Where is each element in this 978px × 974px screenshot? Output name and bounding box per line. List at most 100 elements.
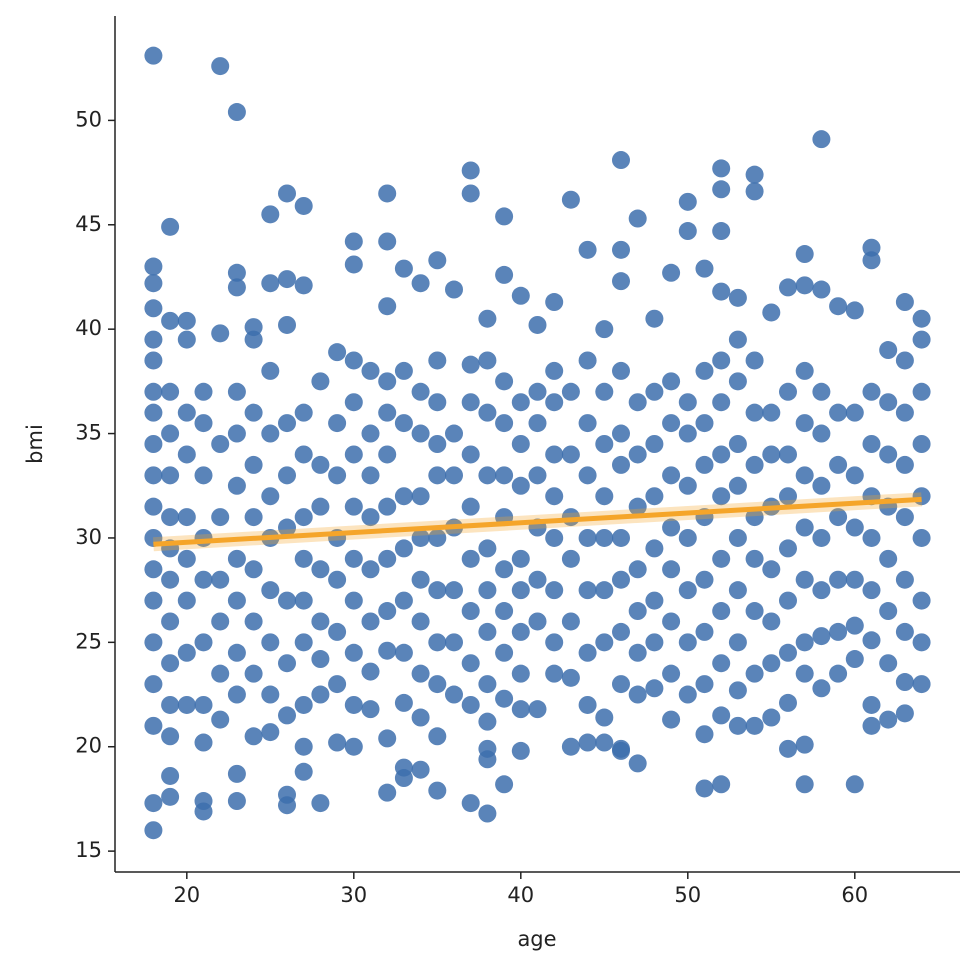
point [578,466,597,485]
point [778,739,797,758]
point [611,528,630,547]
point [495,372,514,391]
point [378,372,397,391]
point [812,424,831,443]
point [211,570,230,589]
point [294,196,313,215]
point [712,282,731,301]
point [428,633,447,652]
point [428,581,447,600]
point [344,393,363,412]
point [829,403,848,422]
point [144,560,163,579]
point [311,612,330,631]
point [144,794,163,813]
point [778,278,797,297]
point [495,643,514,662]
point [445,581,464,600]
point [628,445,647,464]
point [611,361,630,380]
point [294,403,313,422]
point [561,190,580,209]
point [394,487,413,506]
point [795,664,814,683]
point [361,424,380,443]
point [461,161,480,180]
point [428,528,447,547]
point [712,222,731,241]
point [495,560,514,579]
point [394,361,413,380]
point [378,549,397,568]
point [628,393,647,412]
point [545,293,564,312]
point [278,414,297,433]
point [461,445,480,464]
point [912,633,931,652]
point [662,372,681,391]
point [645,633,664,652]
point [227,476,246,495]
point [211,435,230,453]
point [144,274,163,293]
point [378,641,397,660]
point [511,581,530,600]
point [745,351,764,370]
point [227,792,246,811]
point [244,318,263,337]
point [244,560,263,579]
x-tick-label: 50 [674,883,701,907]
point [879,549,898,568]
point [745,716,764,735]
y-tick-label: 45 [75,212,102,236]
point [177,403,196,422]
point [528,570,547,589]
point [278,270,297,289]
y-tick-label: 35 [75,421,102,445]
point [678,685,697,704]
point [261,633,280,652]
point [261,205,280,224]
point [344,232,363,251]
point [328,675,347,694]
point [227,549,246,568]
point [595,708,614,727]
point [545,581,564,600]
point [378,729,397,748]
point [361,361,380,380]
point [394,414,413,433]
point [461,794,480,813]
y-axis-label: bmi [23,424,47,464]
point [478,712,497,731]
point [278,785,297,804]
point [712,180,731,199]
point [595,633,614,652]
point [478,466,497,485]
point [561,382,580,401]
point [428,251,447,270]
point [278,706,297,725]
point [845,301,864,320]
point [895,403,914,422]
x-tick-label: 30 [340,883,367,907]
point [728,288,747,307]
point [411,612,430,631]
point [311,497,330,516]
point [879,654,898,673]
point [678,222,697,241]
point [378,445,397,464]
point [795,775,814,794]
point [778,643,797,662]
point [912,309,931,328]
point [645,591,664,610]
point [278,466,297,485]
point [328,570,347,589]
point [278,591,297,610]
point [829,570,848,589]
point [762,403,781,422]
point [595,733,614,752]
point [662,518,681,537]
point [144,675,163,694]
point [662,560,681,579]
